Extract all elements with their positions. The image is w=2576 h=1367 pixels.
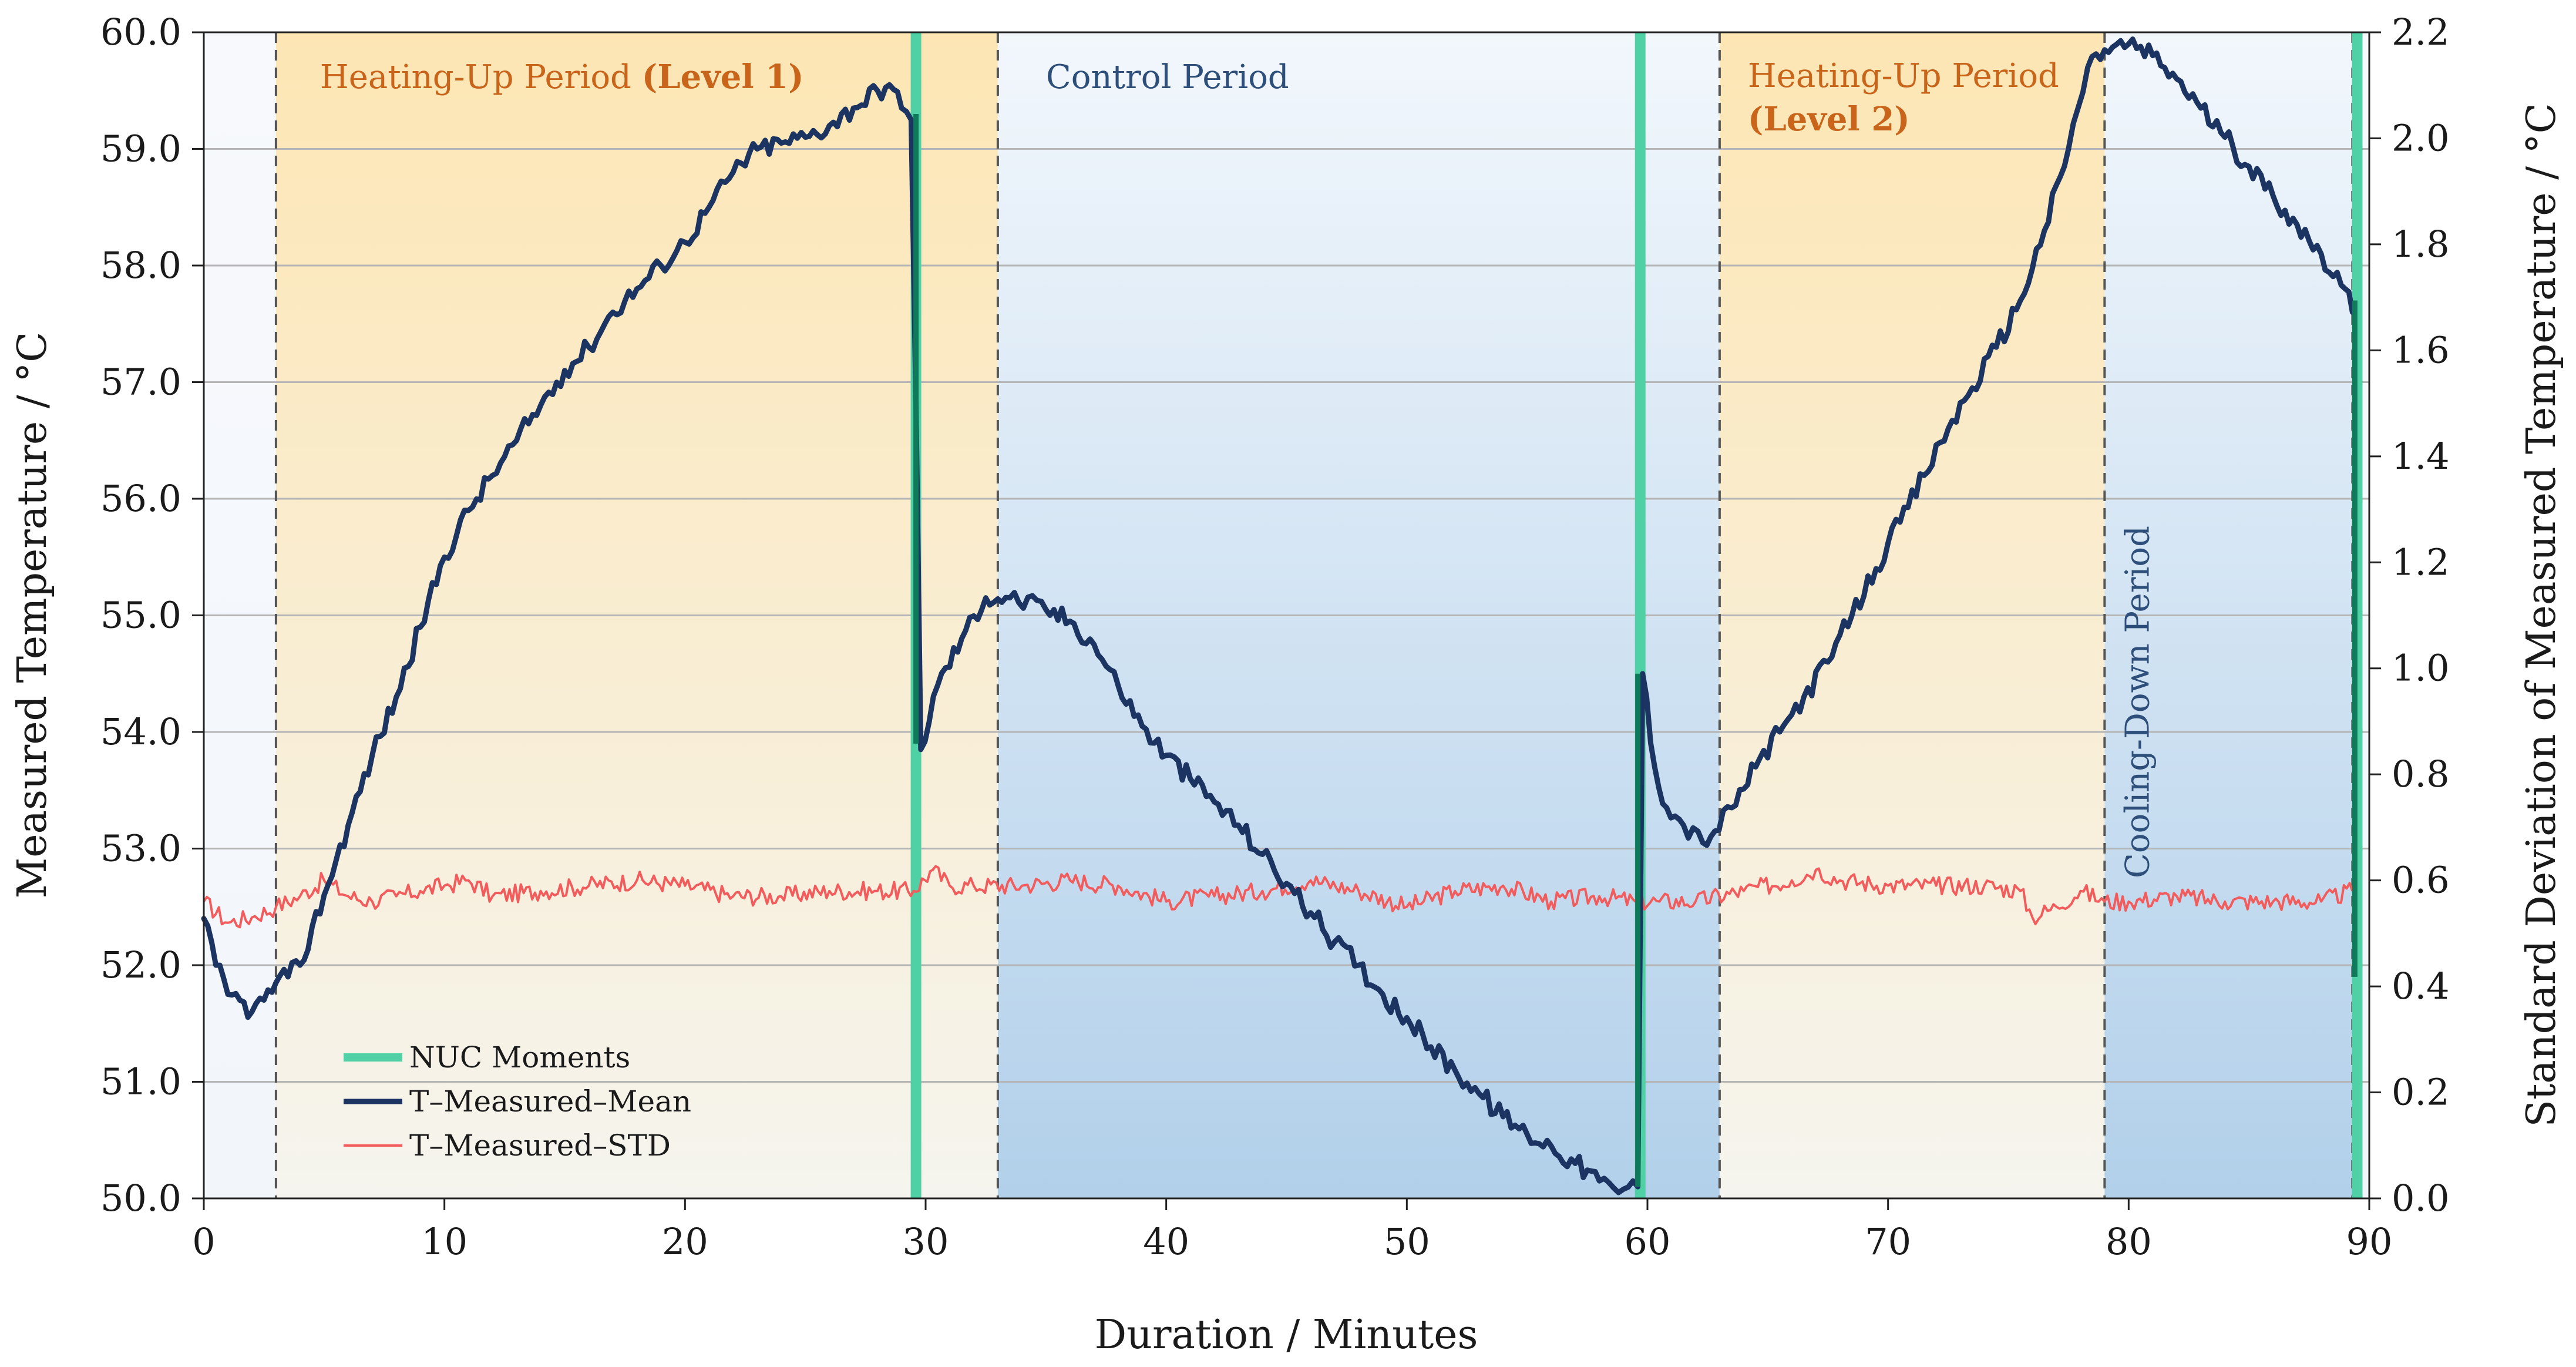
y-tick-label-53: 53.0 [100,827,181,870]
y2-axis-title: Standard Deviation of Measured Temperatu… [2518,103,2565,1127]
y-tick-label-56: 56.0 [100,477,181,520]
grid-lines [204,148,2369,1083]
x-tick-label-20: 20 [662,1220,708,1263]
y-tick-label-50: 50.0 [100,1177,181,1220]
x-tick-label-30: 30 [903,1220,949,1263]
region-label-heating-2: Heating-Up Period [1748,57,2059,95]
x-tick-label-70: 70 [1865,1220,1911,1263]
y2-tick-label-0: 0.0 [2392,1177,2450,1220]
x-tick-label-0: 0 [192,1220,215,1263]
y-tick-label-59: 59.0 [100,127,181,170]
y2-tick-label-7: 1.4 [2392,435,2450,478]
x-tick-label-50: 50 [1384,1220,1430,1263]
series-mean-line [201,36,2355,1195]
region-labels: Heating-Up Period (Level 1) Control Perio… [320,57,2157,878]
x-tick-label-80: 80 [2106,1220,2152,1263]
axes: 0 10 20 30 40 50 60 70 80 90 50.0 51.0 52.0 53.0 54.0 5… [100,11,2450,1263]
y2-tick-label-4: 0.8 [2392,753,2450,795]
legend-label-mean: T–Measured–Mean [409,1084,691,1119]
y-tick-label-58: 58.0 [100,244,181,287]
region-label-heating-1: Heating-Up Period (Level 1) [320,58,804,96]
y2-tick-label-8: 1.6 [2392,328,2450,371]
y2-tick-label-1: 0.2 [2392,1071,2450,1114]
y-tick-label-57: 57.0 [100,361,181,404]
series-lines [201,36,2358,1195]
x-tick-label-60: 60 [1625,1220,1671,1263]
region-label-control: Control Period [1046,58,1289,96]
region-label-heating-2-level: (Level 2) [1748,100,1910,139]
legend: NUC Moments T–Measured–Mean T–Measured–STD [344,1040,691,1163]
y2-tick-label-10: 2.0 [2392,116,2450,159]
series-std-line [203,865,2354,929]
y-tick-label-52: 52.0 [100,943,181,986]
y2-tick-label-5: 1.0 [2392,647,2450,690]
legend-label-nuc: NUC Moments [409,1040,630,1074]
y-tick-label-55: 55.0 [100,594,181,637]
y-axis-title: Measured Temperature / °C [9,332,56,899]
y2-tick-label-9: 1.8 [2392,223,2450,266]
y-tick-label-51: 51.0 [100,1060,181,1103]
legend-label-std: T–Measured–STD [409,1128,671,1163]
x-axis-title: Duration / Minutes [1095,1312,1478,1358]
region-label-text: Heating-Up Period [320,58,642,96]
y2-tick-label-3: 0.6 [2392,859,2450,902]
x-tick-label-90: 90 [2346,1220,2393,1263]
x-tick-label-10: 10 [421,1220,468,1263]
region-label-cooling: Cooling-Down Period [2118,526,2157,878]
y-tick-label-54: 54.0 [100,710,181,753]
y2-tick-label-2: 0.4 [2392,965,2450,1007]
region-label-bold: (Level 1) [642,58,804,96]
y2-tick-label-11: 2.2 [2392,11,2450,53]
y-tick-label-60: 60.0 [100,11,181,53]
y2-tick-label-6: 1.2 [2392,540,2450,583]
x-tick-label-40: 40 [1143,1220,1189,1263]
